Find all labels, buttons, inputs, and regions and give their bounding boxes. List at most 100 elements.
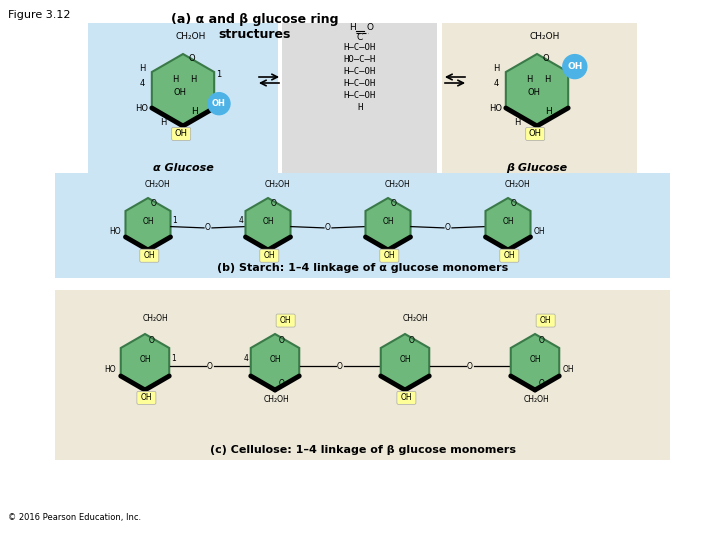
Text: O: O [445,224,451,232]
FancyBboxPatch shape [500,249,519,262]
FancyBboxPatch shape [276,314,295,327]
Text: OH: OH [529,355,541,364]
Text: OH: OH [528,89,541,97]
Text: (b) Starch: 1–4 linkage of α glucose monomers: (b) Starch: 1–4 linkage of α glucose mon… [217,263,508,273]
Text: α Glucose: α Glucose [153,163,213,173]
Text: OH: OH [175,130,188,138]
FancyBboxPatch shape [282,23,437,178]
Text: 4: 4 [494,79,499,88]
Text: OH: OH [528,130,541,138]
Text: OH: OH [384,251,395,260]
Text: O: O [366,24,374,32]
Text: OH: OH [212,99,226,108]
Text: O: O [539,336,544,345]
FancyBboxPatch shape [55,290,670,460]
Text: (c) Cellulose: 1–4 linkage of β glucose monomers: (c) Cellulose: 1–4 linkage of β glucose … [210,445,516,455]
Text: CH₂OH: CH₂OH [505,180,531,189]
Polygon shape [381,334,429,390]
Text: O: O [391,199,397,208]
Text: O: O [278,379,284,388]
Text: CH₂OH: CH₂OH [523,395,549,404]
Polygon shape [251,334,300,390]
Text: H—C—OH: H—C—OH [344,79,376,89]
Text: β Glucose: β Glucose [506,163,567,173]
Text: OH: OH [264,251,275,260]
Text: O: O [539,379,544,388]
Text: O: O [278,336,284,345]
FancyBboxPatch shape [137,392,156,404]
Text: CH₂OH: CH₂OH [145,180,171,189]
Text: OH: OH [262,218,274,226]
Text: O: O [325,224,331,232]
Text: H—C—OH: H—C—OH [344,91,376,100]
FancyBboxPatch shape [536,314,555,327]
Text: (a) α and β glucose ring
structures: (a) α and β glucose ring structures [171,13,338,41]
Text: CH₂OH: CH₂OH [530,32,560,41]
Text: OH: OH [382,218,394,226]
Text: 4: 4 [239,217,244,225]
Text: 1: 1 [172,217,177,225]
Text: O: O [467,362,473,370]
Text: H—C—OH: H—C—OH [344,44,376,52]
FancyBboxPatch shape [171,127,191,140]
Text: HO: HO [135,104,148,113]
Text: C: C [357,32,363,42]
Text: HO: HO [489,104,502,113]
Text: CH₂OH: CH₂OH [264,395,289,404]
Text: H: H [172,76,179,84]
Text: OH: OH [174,89,186,97]
Text: H: H [190,76,197,84]
Text: CH₂OH: CH₂OH [402,314,428,323]
Circle shape [208,93,230,114]
Text: 4: 4 [140,79,145,88]
Polygon shape [366,198,410,250]
Text: O: O [337,362,343,370]
Polygon shape [246,198,290,250]
Text: 1: 1 [570,70,575,79]
Text: H: H [160,118,166,127]
Text: O: O [271,199,276,208]
Text: OH: OH [399,355,411,364]
Text: OH: OH [503,251,515,260]
Text: CH₂OH: CH₂OH [385,180,410,189]
Text: O: O [408,336,414,345]
FancyBboxPatch shape [442,23,637,173]
Polygon shape [152,54,214,126]
Text: H: H [191,107,198,116]
Text: OH: OH [139,355,150,364]
Text: O: O [207,362,213,370]
Text: CH₂OH: CH₂OH [143,314,168,323]
Text: O: O [510,199,517,208]
Polygon shape [125,198,171,250]
FancyBboxPatch shape [526,127,545,140]
Text: OH: OH [143,251,155,260]
Polygon shape [510,334,559,390]
FancyBboxPatch shape [140,249,159,262]
Text: O: O [148,336,154,345]
Text: HO: HO [104,366,116,374]
FancyBboxPatch shape [260,249,279,262]
FancyBboxPatch shape [88,23,278,173]
Text: H: H [545,107,552,116]
Text: H: H [140,64,146,73]
Text: H: H [544,76,550,84]
Text: H: H [493,64,500,73]
Polygon shape [121,334,169,390]
Text: O: O [150,199,157,208]
Text: H: H [514,118,521,127]
Text: OH: OH [534,227,545,236]
FancyBboxPatch shape [55,173,670,278]
Text: O: O [205,224,211,232]
Text: OH: OH [280,316,292,325]
Text: OH: OH [502,218,514,226]
Text: 1: 1 [171,354,176,363]
Text: Figure 3.12: Figure 3.12 [8,10,71,20]
Polygon shape [506,54,568,126]
Text: © 2016 Pearson Education, Inc.: © 2016 Pearson Education, Inc. [8,513,141,522]
Text: O: O [543,54,549,63]
Text: OH: OH [563,366,575,374]
Text: OH: OH [269,355,281,364]
Circle shape [563,55,587,79]
FancyBboxPatch shape [380,249,399,262]
Text: CH₂OH: CH₂OH [265,180,291,189]
